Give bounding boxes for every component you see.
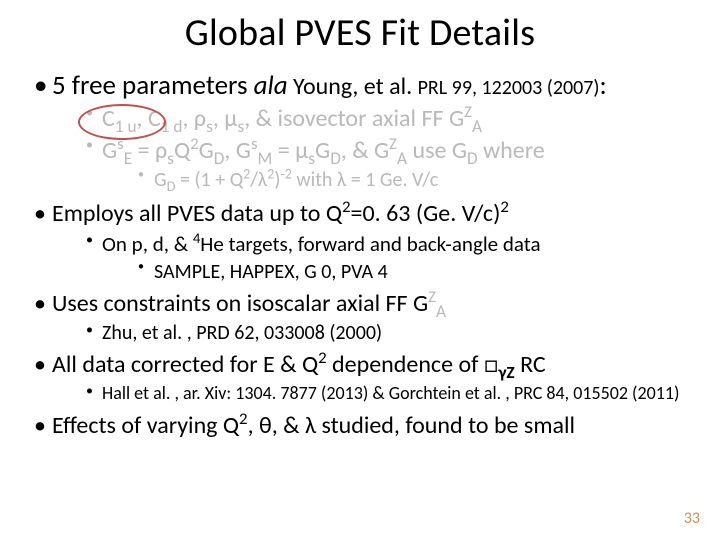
t: , θ, & λ studied, found to be small [248,411,575,440]
sub-bullet-zhu: Zhu, et al. , PRD 62, 033008 (2000) [86,321,692,346]
t: 1 d [161,116,183,137]
slide-root: Global PVES Fit Details 5 free parameter… [0,0,720,540]
t: A [397,148,407,169]
t: , G [224,136,251,165]
t: dependence of □ [327,350,499,379]
t: = ρ [132,136,167,165]
sub-bullet-targets: On p, d, & 4He targets, forward and back… [86,231,692,284]
t: use G [407,136,467,165]
sub-sub-bullets: SAMPLE, HAPPEX, G 0, PVA 4 [102,260,692,285]
bullet-effects: Effects of varying Q2, θ, & λ studied, f… [34,411,692,441]
slide-title: Global PVES Fit Details [28,10,692,56]
t: s [251,133,258,154]
text: 5 free parameters [52,69,254,102]
t: G [315,136,330,165]
sub-sub-bullets: GD = (1 + Q2/λ2)-2 with λ = 1 Ge. V/c [102,168,692,193]
t: s [167,148,174,169]
sub-sub-bullet-gd: GD = (1 + Q2/λ2)-2 with λ = 1 Ge. V/c [138,168,692,193]
t: 2 [318,347,327,368]
t: =0. 63 (Ge. V/c) [351,199,501,228]
t: = (1 + Q [175,168,243,192]
t: On p, d, & [102,231,193,257]
t: Q [174,136,190,165]
text: Young, et al. [288,72,418,101]
t: Employs all PVES data up to Q [52,199,342,228]
t: D [330,148,341,169]
t: γZ [498,361,514,382]
sub-bullets: On p, d, & 4He targets, forward and back… [52,231,692,284]
t: Z [464,101,472,122]
t: E [124,148,132,169]
t: D [467,148,478,169]
t: Z [389,133,397,154]
t: A [436,300,446,321]
t: G [102,136,117,165]
t: /λ [250,168,267,192]
t: , & isovector axial FF G [244,104,464,133]
bullet-free-params: 5 free parameters ala Young, et al. PRL … [34,70,692,193]
t: , μ [213,104,238,133]
bullet-employs: Employs all PVES data up to Q2=0. 63 (Ge… [34,199,692,284]
t: , C [137,104,161,133]
t: RC [515,350,546,379]
page-number: 33 [684,509,700,528]
t: , ρ [182,104,206,133]
t: s [117,133,124,154]
t: A [472,116,482,137]
t: G [154,168,167,192]
t: Hall et al. , ar. Xiv: 1304. 7877 (2013)… [102,382,679,404]
t: 2 [342,196,351,217]
sub-bullet-params-list: C1 u, C1 d, ρs, μs, & isovector axial FF… [86,104,692,134]
sub-bullets: Hall et al. , ar. Xiv: 1304. 7877 (2013)… [52,382,692,405]
t: Z [428,286,436,307]
t: All data corrected for E & Q [52,350,318,379]
t: s [206,116,213,137]
t: 2 [500,196,509,217]
bullet-constraints: Uses constraints on isoscalar axial FF G… [34,289,692,346]
sub-sub-bullet-experiments: SAMPLE, HAPPEX, G 0, PVA 4 [138,260,692,285]
t: 2 [190,133,199,154]
t: Effects of varying Q [52,411,239,440]
t: 2 [239,408,248,429]
bullet-corrected: All data corrected for E & Q2 dependence… [34,350,692,405]
t: C [102,104,115,133]
sub-bullets: Zhu, et al. , PRD 62, 033008 (2000) [52,321,692,346]
t: , & G [341,136,389,165]
t: with λ = 1 Ge. V/c [292,168,438,192]
t: = μ [272,136,308,165]
t: G [199,136,214,165]
sub-bullet-form-factors: GsE = ρsQ2GD, GsM = μsGD, & GZA use GD w… [86,136,692,193]
t: SAMPLE, HAPPEX, G 0, PVA 4 [154,260,388,284]
text-ref: PRL 99, 122003 (2007) [418,76,600,100]
sub-bullet-hall: Hall et al. , ar. Xiv: 1304. 7877 (2013)… [86,382,692,405]
t: Zhu, et al. , PRD 62, 033008 (2000) [102,321,382,345]
sub-bullets: C1 u, C1 d, ρs, μs, & isovector axial FF… [52,104,692,193]
t: Uses constraints on isoscalar axial FF G [52,289,428,318]
text: : [600,69,607,102]
t: where [478,136,545,165]
t: He targets, forward and back-angle data [200,231,540,257]
text-ala: ala [254,69,288,102]
t: -2 [280,166,291,183]
t: D [214,148,225,169]
bullet-list: 5 free parameters ala Young, et al. PRL … [28,70,692,441]
